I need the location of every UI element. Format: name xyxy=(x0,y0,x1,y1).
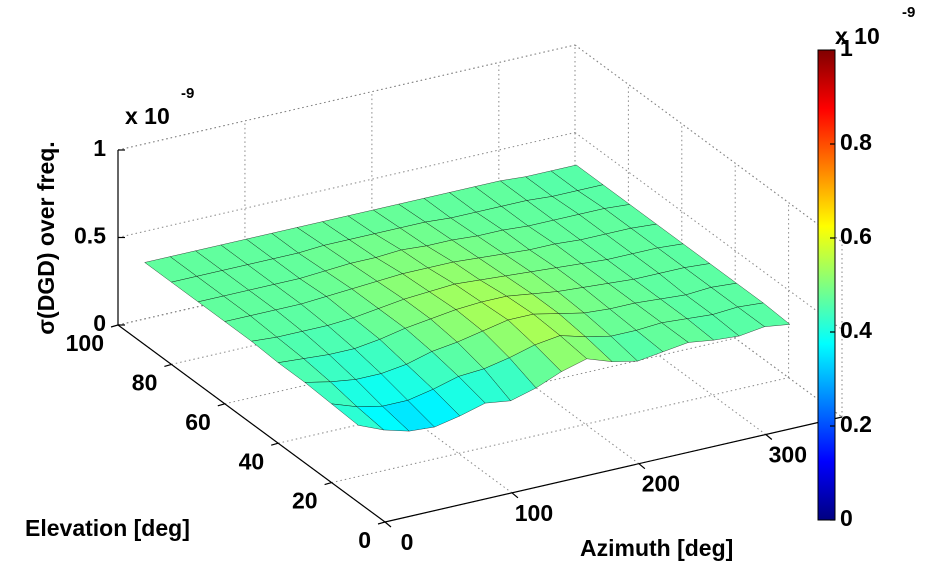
grid-line xyxy=(244,295,513,494)
y-tick-label: 60 xyxy=(185,409,211,435)
x-tick-label: 200 xyxy=(642,471,680,497)
z-multiplier: x 10 xyxy=(125,103,170,129)
x-tick xyxy=(511,492,519,499)
colorbar-tick-label: 0 xyxy=(840,505,853,531)
x-axis-label: Azimuth [deg] xyxy=(580,535,733,561)
y-tick-label: 80 xyxy=(132,369,158,395)
x-axis xyxy=(384,416,843,523)
x-tick-label: 300 xyxy=(769,442,807,468)
x-tick-label: 100 xyxy=(515,500,553,526)
colorbar-tick-label: 0.8 xyxy=(840,129,872,155)
colorbar-tick-label: 0.6 xyxy=(840,223,872,249)
colorbar-tick-label: 0.2 xyxy=(840,411,872,437)
surface-patch xyxy=(330,403,385,431)
grid-line xyxy=(117,44,576,151)
z-tick-label: 1 xyxy=(93,135,106,161)
y-axis-label: Elevation [deg] xyxy=(25,515,190,541)
y-tick-label: 20 xyxy=(292,488,318,514)
y-tick xyxy=(110,324,119,328)
y-tick-label: 100 xyxy=(66,330,104,356)
surface xyxy=(144,164,791,432)
y-tick xyxy=(217,403,225,407)
colorbar-exponent: -9 xyxy=(902,4,915,21)
colorbar-multiplier: x 10 xyxy=(835,23,880,49)
x-tick xyxy=(765,434,773,440)
x-tick xyxy=(384,521,392,528)
z-tick-label: 0.5 xyxy=(74,223,106,249)
grid-line xyxy=(371,266,640,465)
y-tick xyxy=(377,521,386,525)
y-tick xyxy=(164,363,172,367)
y-tick-label: 0 xyxy=(358,527,371,553)
z-axis-label: σ(DGD) over freq. xyxy=(33,141,59,334)
grid-line xyxy=(574,44,843,243)
colorbar-tick-label: 0.4 xyxy=(840,317,872,343)
y-axis xyxy=(117,324,386,523)
colorbar xyxy=(817,49,836,521)
colorbar-tick-label: 1 xyxy=(840,35,853,61)
y-tick xyxy=(271,442,279,446)
x-tick-label: 0 xyxy=(401,529,414,555)
z-exponent: -9 xyxy=(181,85,194,102)
z-tick-label: 0 xyxy=(93,310,106,336)
grid-line xyxy=(574,132,843,330)
y-tick-label: 40 xyxy=(239,448,265,474)
grid-line xyxy=(117,132,576,238)
grid-line xyxy=(498,237,767,435)
y-tick xyxy=(324,482,332,486)
grid-line xyxy=(331,377,789,484)
x-tick xyxy=(638,463,646,470)
